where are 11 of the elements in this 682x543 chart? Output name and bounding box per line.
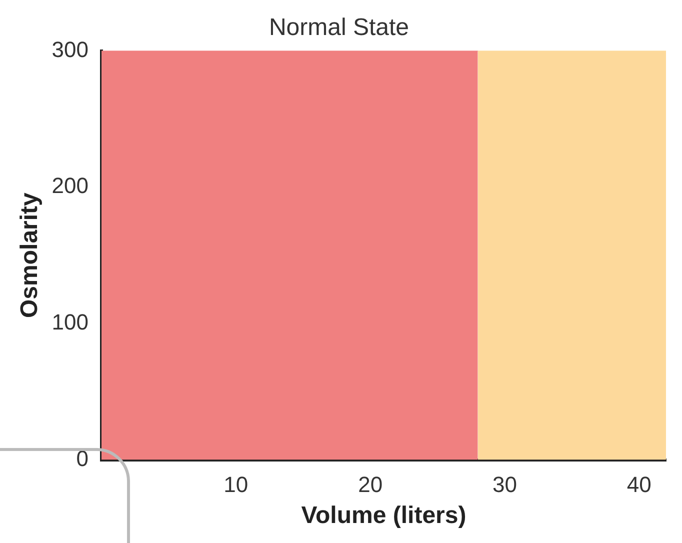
x-tick-label: 10 <box>224 472 248 498</box>
x-tick-label: 30 <box>492 472 517 498</box>
y-tick-label: 300 <box>52 36 89 62</box>
y-tick-label: 200 <box>52 173 89 198</box>
x-axis-title: Volume (liters) <box>301 502 466 530</box>
x-tick-label: 40 <box>626 472 652 498</box>
chart-title: Normal State <box>268 14 410 42</box>
y-tick-label: 100 <box>52 310 89 335</box>
y-axis-title: Osmolarity <box>16 192 44 318</box>
x-tick-label: 20 <box>358 472 383 498</box>
y-tick-label: 0 <box>76 446 89 471</box>
